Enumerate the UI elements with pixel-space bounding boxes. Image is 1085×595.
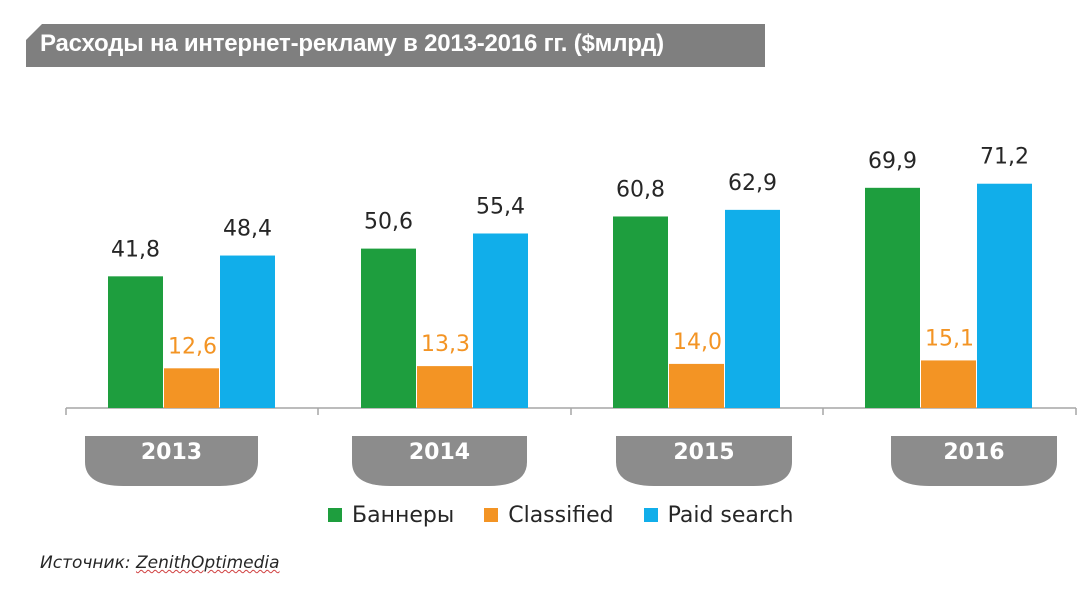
data-label-paid-search-2014: 55,4 — [476, 194, 525, 219]
legend: Баннеры Classified Paid search — [328, 500, 794, 530]
legend-swatch-paid-search — [643, 508, 658, 522]
data-label-banners-2016: 69,9 — [868, 149, 917, 174]
bar-paid-search-2014 — [473, 233, 528, 408]
bar-paid-search-2015 — [725, 209, 780, 408]
data-label-banners-2015: 60,8 — [616, 177, 665, 202]
year-pill-2014 — [352, 436, 527, 486]
bar-banners-2013 — [108, 276, 163, 408]
bar-banners-2016 — [865, 187, 920, 408]
data-label-classified-2014: 13,3 — [421, 332, 470, 357]
data-label-paid-search-2013: 48,4 — [223, 217, 272, 242]
title-banner: Расходы на интернет-рекламу в 2013-2016 … — [26, 24, 765, 67]
source-note: Источник: ZenithOptimedia — [40, 553, 280, 573]
data-label-paid-search-2016: 71,2 — [980, 145, 1029, 170]
data-label-banners-2014: 50,6 — [364, 210, 413, 235]
bar-classified-2013 — [164, 368, 219, 408]
year-label-2016: 2016 — [943, 440, 1004, 465]
data-label-classified-2015: 14,0 — [673, 330, 722, 355]
legend-label-classified: Classified — [508, 502, 614, 528]
legend-swatch-classified — [484, 508, 499, 522]
year-pill-2016 — [891, 436, 1057, 486]
title-notch — [26, 24, 42, 40]
legend-swatch-banners — [328, 508, 342, 522]
year-label-2013: 2013 — [141, 440, 202, 465]
legend-item-classified: Classified — [484, 502, 614, 528]
legend-item-paid-search: Paid search — [643, 502, 794, 528]
data-label-banners-2013: 41,8 — [111, 237, 160, 262]
source-label: Источник: — [40, 553, 131, 573]
legend-item-banners: Баннеры — [328, 503, 454, 528]
data-label-classified-2016: 15,1 — [925, 326, 974, 351]
bar-classified-2016 — [921, 360, 976, 408]
year-pill-2013 — [85, 436, 258, 486]
legend-label-banners: Баннеры — [352, 502, 455, 528]
bar-classified-2015 — [669, 363, 724, 408]
bar-paid-search-2016 — [977, 183, 1032, 408]
year-label-2014: 2014 — [409, 440, 470, 465]
bar-banners-2015 — [613, 216, 668, 408]
data-label-paid-search-2015: 62,9 — [728, 171, 777, 196]
bar-paid-search-2013 — [220, 255, 275, 408]
bar-banners-2014 — [361, 248, 416, 408]
data-label-classified-2013: 12,6 — [168, 334, 217, 359]
year-pill-2015 — [616, 436, 792, 486]
chart-title: Расходы на интернет-рекламу в 2013-2016 … — [40, 30, 664, 57]
legend-label-paid-search: Paid search — [667, 502, 794, 528]
source-name: ZenithOptimedia — [135, 553, 280, 573]
bar-classified-2014 — [417, 366, 472, 408]
year-label-2015: 2015 — [673, 440, 734, 465]
